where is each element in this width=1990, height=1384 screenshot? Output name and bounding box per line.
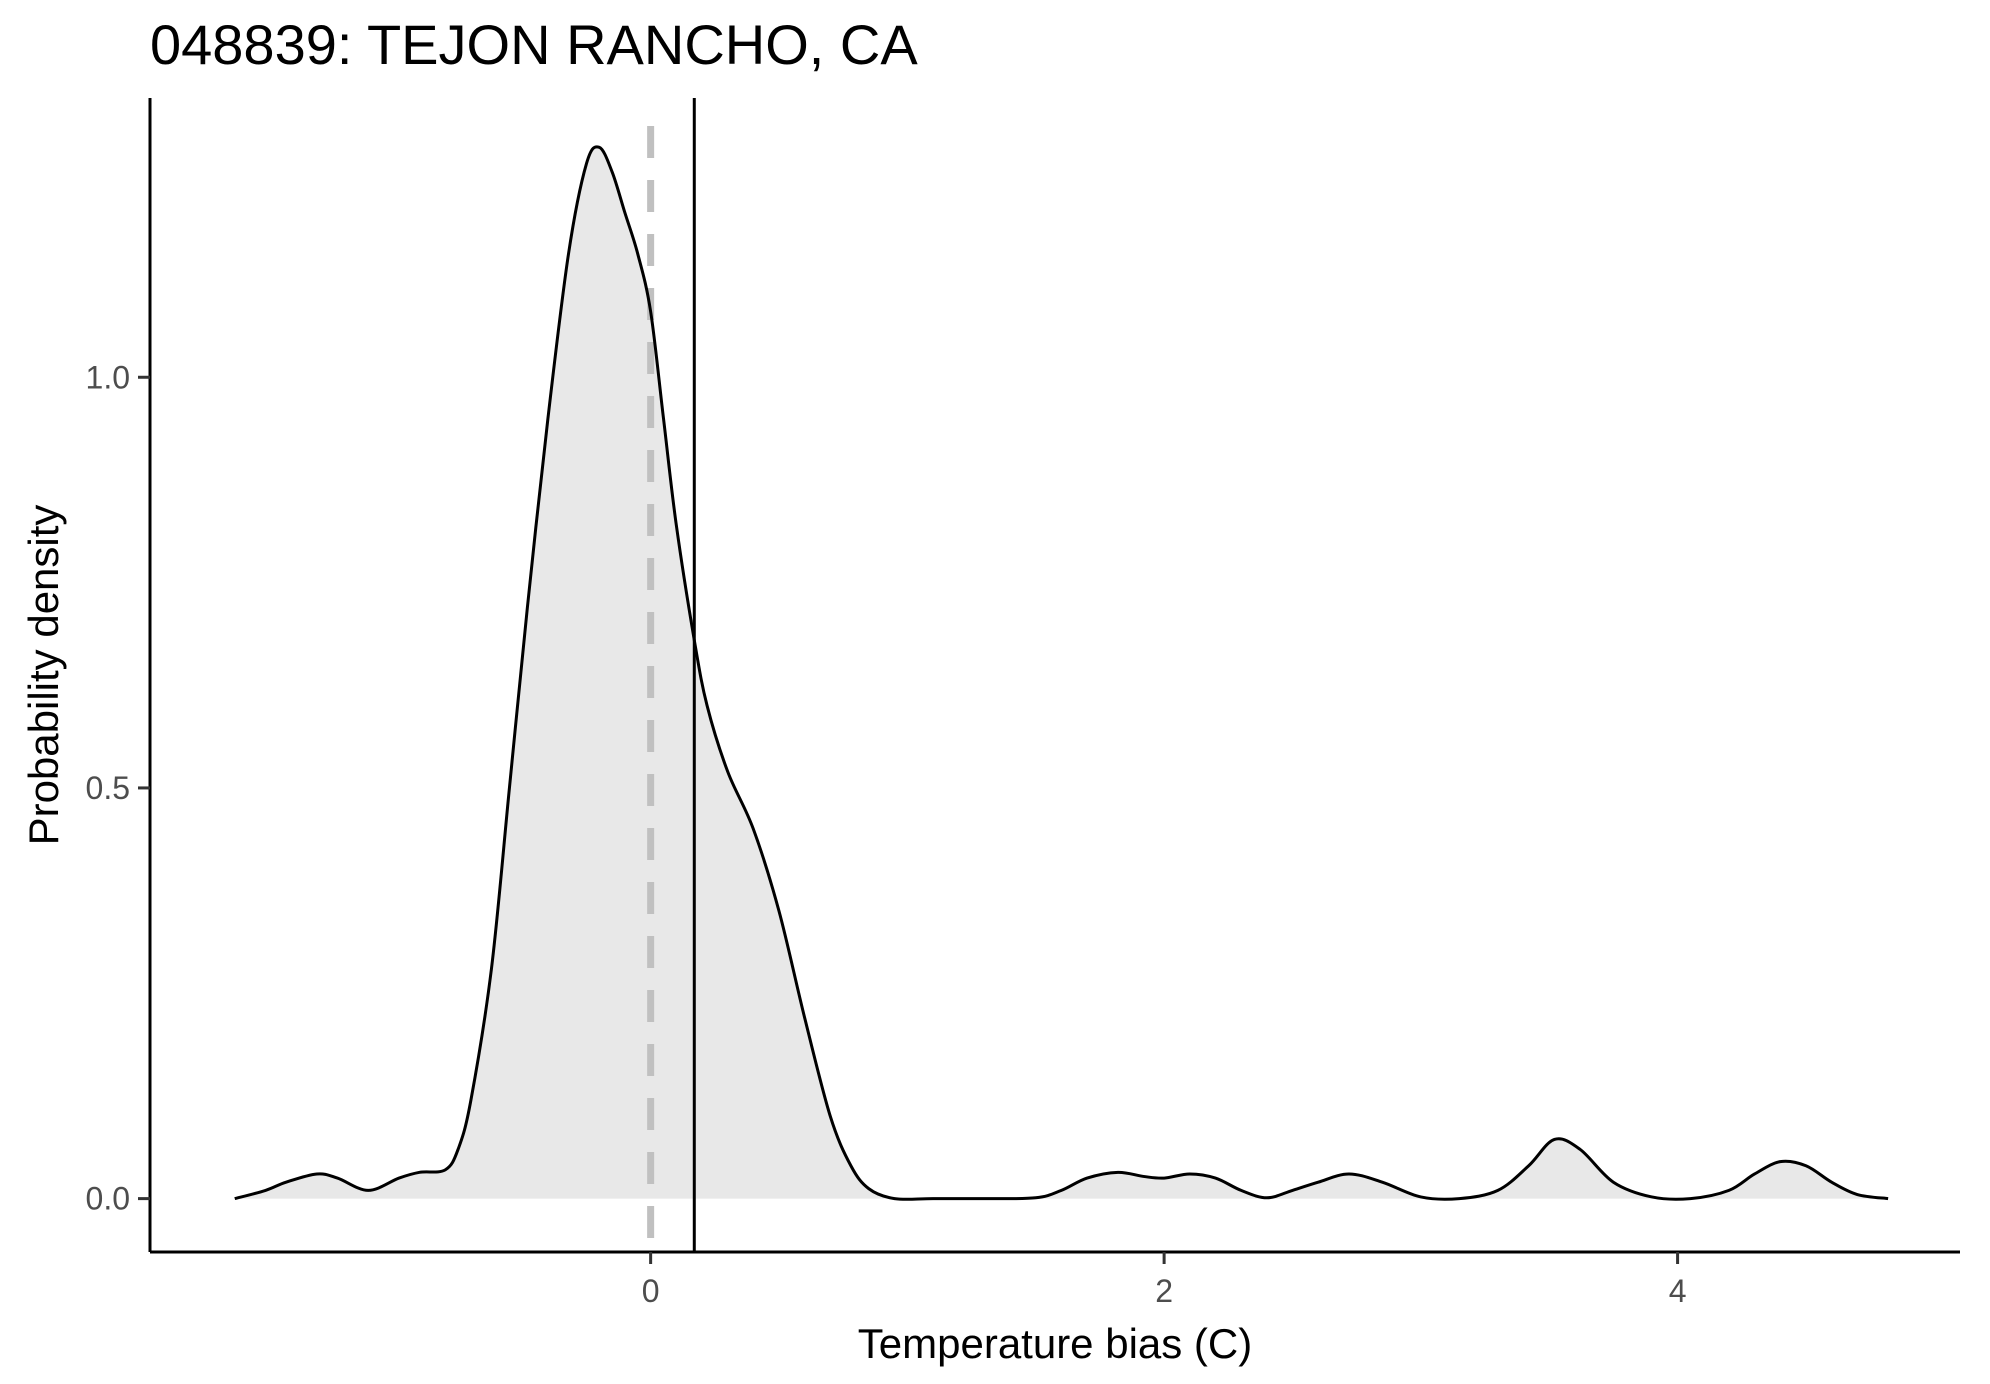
y-tick-label: 0.0 bbox=[86, 1181, 130, 1217]
x-tick-label: 2 bbox=[1155, 1273, 1173, 1309]
y-axis-title: Probability density bbox=[20, 505, 67, 846]
x-axis-ticks: 0 2 4 bbox=[642, 1252, 1687, 1309]
x-tick-label: 0 bbox=[642, 1273, 660, 1309]
y-tick-label: 1.0 bbox=[86, 359, 130, 395]
density-area bbox=[234, 146, 1889, 1200]
x-tick-label: 4 bbox=[1669, 1273, 1687, 1309]
y-tick-label: 0.5 bbox=[86, 770, 130, 806]
density-curve bbox=[234, 145, 1889, 1201]
x-axis-title: Temperature bias (C) bbox=[858, 1320, 1252, 1367]
y-axis-ticks: 0.0 0.5 1.0 bbox=[86, 359, 150, 1217]
chart-title: 048839: TEJON RANCHO, CA bbox=[150, 13, 918, 76]
